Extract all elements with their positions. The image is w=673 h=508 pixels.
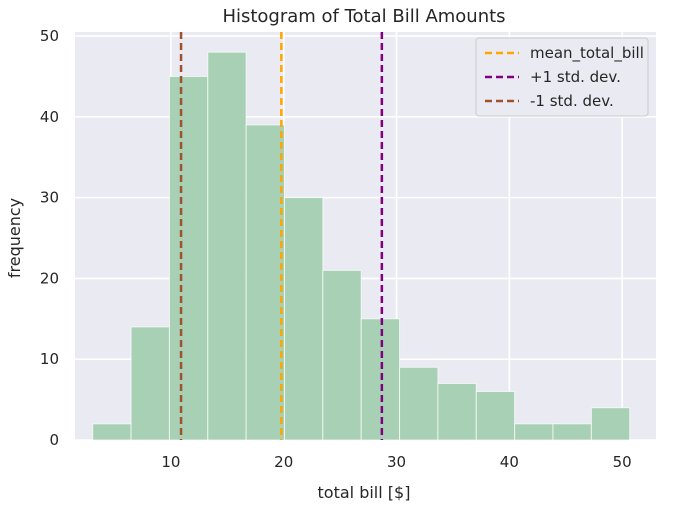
y-axis-label: frequency: [5, 198, 24, 278]
x-tick-label: 20: [274, 453, 293, 471]
histogram-bar: [283, 197, 324, 441]
histogram-bar: [92, 423, 132, 441]
y-axis-ticks: 0 10 20 30 40 50: [40, 27, 59, 449]
histogram-bar: [360, 318, 401, 441]
x-tick-label: 50: [613, 453, 632, 471]
histogram-bar: [552, 423, 592, 441]
legend-box: [475, 37, 649, 117]
x-axis-ticks: 10 20 30 40 50: [161, 453, 631, 471]
y-tick-label: 20: [40, 269, 59, 287]
histogram-bar: [590, 407, 631, 441]
histogram-bar: [207, 51, 247, 441]
reference-lines: [179, 32, 384, 440]
chart-title: Histogram of Total Bill Amounts: [222, 6, 505, 27]
histogram-bar: [437, 382, 477, 441]
histogram-bar: [399, 366, 439, 441]
legend: mean_total_bill +1 std. dev. -1 std. dev.: [475, 37, 649, 117]
histogram-bars: [92, 51, 631, 441]
histogram-bar: [130, 326, 170, 441]
y-tick-label: 10: [40, 350, 59, 368]
x-tick-label: 10: [161, 453, 180, 471]
y-tick-label: 50: [40, 27, 59, 45]
legend-entry: +1 std. dev.: [530, 68, 621, 86]
y-tick-label: 0: [49, 431, 59, 449]
legend-entry: mean_total_bill: [530, 44, 644, 63]
legend-entry: -1 std. dev.: [530, 92, 614, 110]
histogram-bar: [245, 124, 285, 441]
x-tick-label: 40: [500, 453, 519, 471]
histogram-bar: [168, 75, 209, 441]
x-tick-label: 30: [387, 453, 406, 471]
histogram-bar: [514, 423, 554, 441]
x-axis-label: total bill [$]: [318, 483, 411, 502]
y-tick-label: 30: [40, 189, 59, 207]
histogram-bar: [322, 269, 362, 441]
y-tick-label: 40: [40, 108, 59, 126]
histogram-bar: [475, 391, 516, 441]
